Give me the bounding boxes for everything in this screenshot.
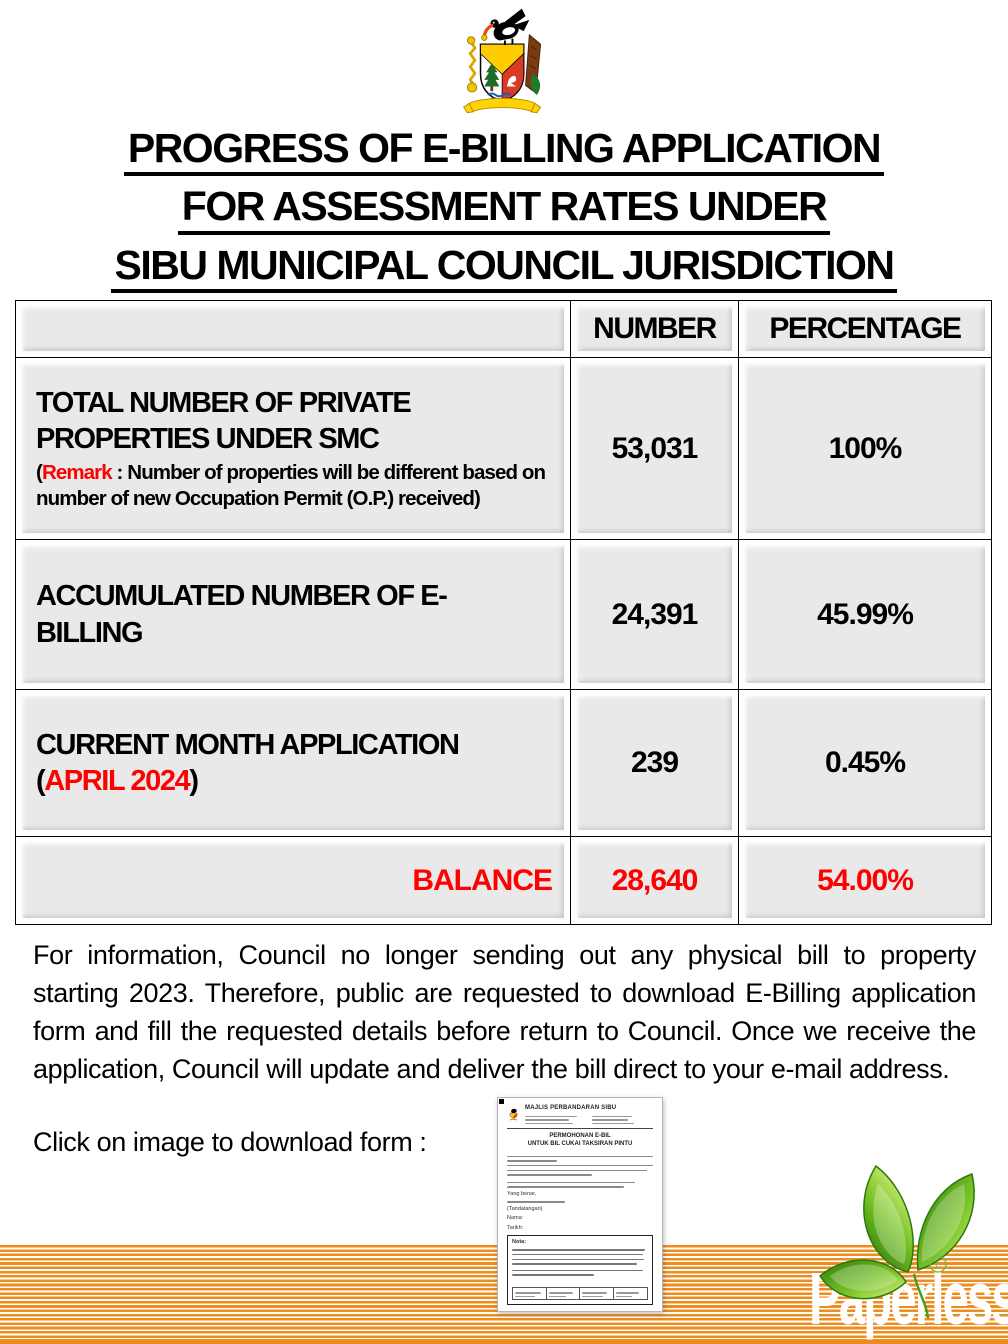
row-total-properties-label: TOTAL NUMBER OF PRIVATE PROPERTIES UNDER… <box>16 358 571 540</box>
copyright-icon <box>929 1255 947 1273</box>
smc-crest-logo <box>443 6 565 125</box>
paperless-logo: c <box>818 1150 1004 1325</box>
form-contact-table <box>512 1287 648 1300</box>
row-accumulated-number: 24,391 <box>571 540 739 690</box>
row-current-month-label: CURRENT MONTH APPLICATION (APRIL 2024) <box>16 690 571 837</box>
form-org-name: MAJLIS PERBANDARAN SIBU <box>525 1105 617 1111</box>
form-divider <box>507 1128 653 1130</box>
form-name-label: Nama: <box>507 1215 524 1222</box>
row-total-properties-percentage: 100% <box>739 358 991 540</box>
row-accumulated-percentage: 45.99% <box>739 540 991 690</box>
table-corner-cell <box>16 301 571 358</box>
download-instruction: Click on image to download form : <box>33 1127 427 1157</box>
form-notes-box: Nota: <box>507 1235 653 1305</box>
form-signature-line <box>507 1201 566 1203</box>
row-current-month-percentage: 0.45% <box>739 690 991 837</box>
form-date-label: Tarikh: <box>507 1224 524 1231</box>
form-signature-label: (Tandatangan) <box>507 1205 543 1212</box>
form-body-lines <box>507 1152 653 1188</box>
row-current-month-number: 239 <box>571 690 739 837</box>
bottom-orange-bar <box>0 1339 1008 1344</box>
row-accumulated-label: ACCUMULATED NUMBER OF E-BILLING <box>16 540 571 690</box>
leaf-icon: c <box>819 1164 975 1319</box>
smc-crest-icon <box>462 8 542 114</box>
form-title: PERMOHONAN E-BIL UNTUK BIL CUKAI TAKSIRA… <box>527 1133 633 1148</box>
page-title-line-2: FOR ASSESSMENT RATES UNDER <box>177 184 831 235</box>
row-balance-percentage: 54.00% <box>739 837 991 924</box>
row-balance-label: BALANCE <box>16 837 571 924</box>
col-header-percentage: PERCENTAGE <box>739 301 991 358</box>
info-paragraph: For information, Council no longer sendi… <box>33 940 976 1084</box>
form-crest-icon <box>509 1108 518 1121</box>
page-title: PROGRESS OF E-BILLING APPLICATION FOR AS… <box>0 126 1008 301</box>
row-balance-number: 28,640 <box>571 837 739 924</box>
row-total-properties-remark: (Remark : Number of properties will be d… <box>36 461 546 511</box>
ebill-form-download-image[interactable]: MAJLIS PERBANDARAN SIBU PERMOHON <box>497 1097 663 1312</box>
row-current-month-date: (APRIL 2024) <box>36 765 199 797</box>
form-letterhead: MAJLIS PERBANDARAN SIBU <box>507 1105 653 1125</box>
page-title-line-1: PROGRESS OF E-BILLING APPLICATION <box>123 126 885 177</box>
page-title-line-3: SIBU MUNICIPAL COUNCIL JURISDICTION <box>110 242 898 293</box>
row-total-properties-number: 53,031 <box>571 358 739 540</box>
form-bullet-marker <box>499 1099 504 1104</box>
col-header-number: NUMBER <box>571 301 739 358</box>
form-closing: Yang benar, <box>507 1190 537 1197</box>
progress-table: NUMBER PERCENTAGE TOTAL NUMBER OF PRIVAT… <box>15 300 992 925</box>
svg-text:c: c <box>935 1259 941 1271</box>
